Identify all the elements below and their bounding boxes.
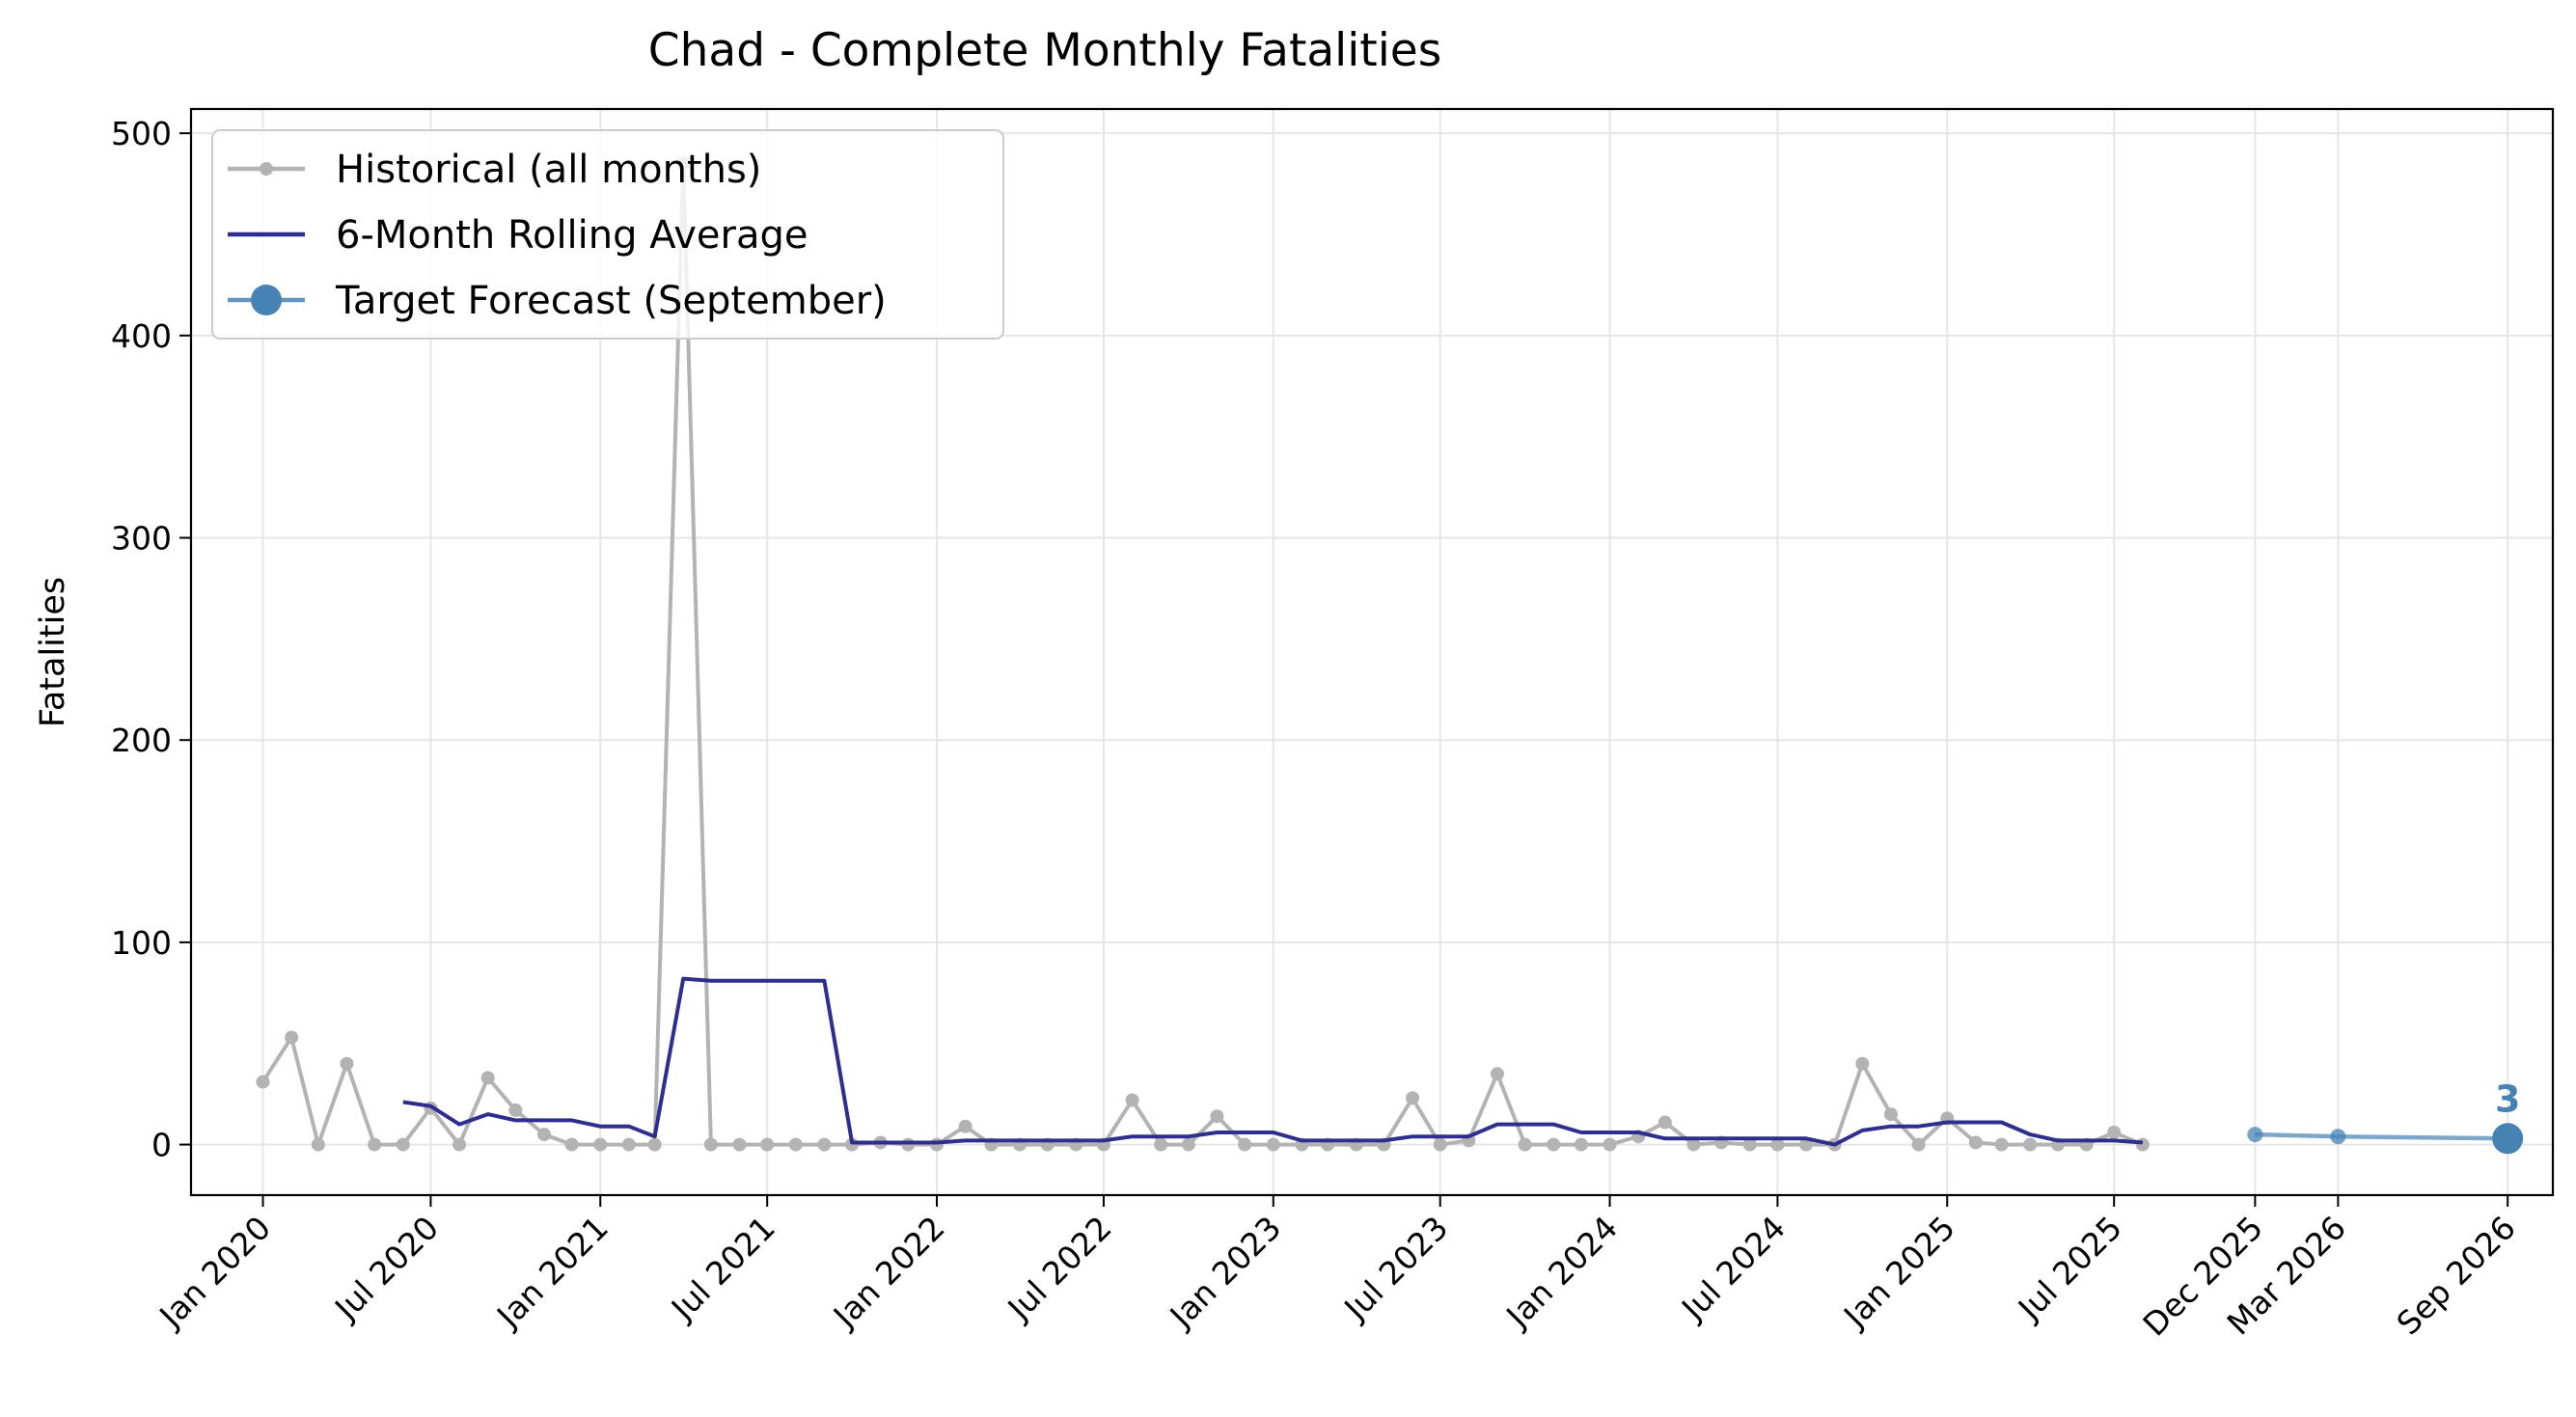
historical-point <box>1238 1137 1252 1152</box>
y-tick-label: 300 <box>111 520 172 558</box>
legend-label: 6-Month Rolling Average <box>336 213 808 258</box>
historical-point <box>1968 1135 1983 1150</box>
historical-point <box>1490 1067 1504 1081</box>
legend: Historical (all months) 6-Month Rolling A… <box>211 129 1004 340</box>
historical-point <box>1770 1137 1785 1152</box>
historical-point <box>536 1128 551 1142</box>
historical-point <box>1406 1091 1420 1105</box>
plot-area: 3 <box>256 156 2524 1155</box>
historical-point <box>760 1137 775 1152</box>
y-tick-label: 400 <box>111 317 172 355</box>
historical-point <box>1181 1137 1195 1152</box>
historical-point <box>732 1137 747 1152</box>
historical-point <box>901 1137 916 1152</box>
y-tick-label: 100 <box>111 924 172 962</box>
legend-swatch-marker <box>251 285 282 315</box>
historical-point <box>593 1137 608 1152</box>
historical-point <box>1210 1109 1224 1124</box>
historical-point <box>2135 1137 2150 1152</box>
historical-point <box>1883 1107 1898 1122</box>
forecast-annotation: 3 <box>2495 1077 2520 1120</box>
historical-point <box>1433 1137 1447 1152</box>
historical-point <box>2023 1137 2038 1152</box>
historical-point <box>256 1075 270 1089</box>
historical-point <box>788 1137 803 1152</box>
historical-point <box>285 1030 299 1045</box>
legend-item-historical: Historical (all months) <box>228 148 761 192</box>
historical-point <box>508 1103 523 1117</box>
historical-point <box>1911 1137 1926 1152</box>
forecast-point <box>2247 1127 2263 1143</box>
historical-point <box>480 1071 495 1085</box>
historical-point <box>311 1137 325 1152</box>
legend-swatch-marker <box>260 162 273 176</box>
legend-label: Historical (all months) <box>336 148 761 192</box>
historical-point <box>817 1137 832 1152</box>
historical-point <box>1518 1137 1532 1152</box>
historical-point <box>930 1137 945 1152</box>
historical-point <box>647 1137 662 1152</box>
historical-point <box>396 1137 410 1152</box>
y-tick-label: 500 <box>111 115 172 152</box>
historical-point <box>703 1137 718 1152</box>
historical-point <box>1742 1137 1757 1152</box>
y-tick-label: 200 <box>111 722 172 759</box>
historical-point <box>1658 1115 1672 1130</box>
historical-point <box>621 1137 636 1152</box>
rolling-average-line <box>402 976 2143 1147</box>
historical-point <box>1574 1137 1588 1152</box>
legend-label: Target Forecast (September) <box>335 279 887 323</box>
legend-box <box>211 129 1004 340</box>
axes-frame <box>189 107 2555 1197</box>
historical-point <box>2107 1125 2122 1139</box>
historical-point <box>452 1137 467 1152</box>
y-tick-label: 0 <box>151 1127 172 1164</box>
chart-title: Chad - Complete Monthly Fatalities <box>648 24 1441 77</box>
y-axis-label: Fatalities <box>34 577 72 727</box>
historical-point <box>368 1137 382 1152</box>
historical-point <box>1125 1093 1139 1107</box>
historical-point <box>1994 1137 2009 1152</box>
historical-point <box>1154 1137 1168 1152</box>
historical-point <box>1266 1137 1280 1152</box>
historical-point <box>1686 1137 1701 1152</box>
legend-item-rolling-average: 6-Month Rolling Average <box>228 213 808 258</box>
y-axis: 0 100 200 300 400 500 <box>111 115 191 1164</box>
forecast-target-point <box>2492 1123 2524 1155</box>
historical-point <box>564 1137 579 1152</box>
historical-point <box>1855 1056 1870 1071</box>
historical-point <box>1547 1137 1561 1152</box>
historical-point <box>340 1056 354 1071</box>
historical-point <box>958 1119 973 1133</box>
legend-item-forecast: Target Forecast (September) <box>228 279 887 323</box>
historical-point <box>1603 1137 1617 1152</box>
forecast-point <box>2330 1129 2346 1145</box>
